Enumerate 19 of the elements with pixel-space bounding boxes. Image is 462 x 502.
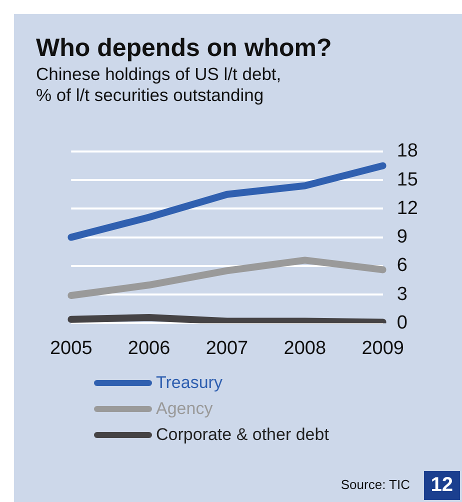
y-tick-label: 18 [396,140,418,162]
y-tick-label: 6 [396,255,408,276]
text: 12 [424,471,460,500]
source-note: Source: TIC [340,477,410,492]
chart-title: Who depends on whom? [36,34,332,63]
x-tick-label: 2005 [50,338,92,359]
y-tick-label: 15 [396,169,418,190]
x-tick-label: 2009 [362,338,404,359]
y-tick-label: 3 [396,284,408,305]
y-tick-label: 12 [396,198,418,219]
legend-label: Treasury [156,373,222,393]
y-tick-label: 9 [396,226,408,248]
legend-label: Corporate & other debt [156,425,329,445]
y-tick-label: 0 [396,312,408,334]
x-tick-label: 2006 [128,338,170,359]
x-tick-label: 2007 [206,338,248,359]
legend-label: Agency [156,399,213,419]
chart-subtitle: Chinese holdings of US l/t debt, % of l/t securities outstanding [36,64,282,106]
x-tick-label: 2008 [284,338,326,359]
